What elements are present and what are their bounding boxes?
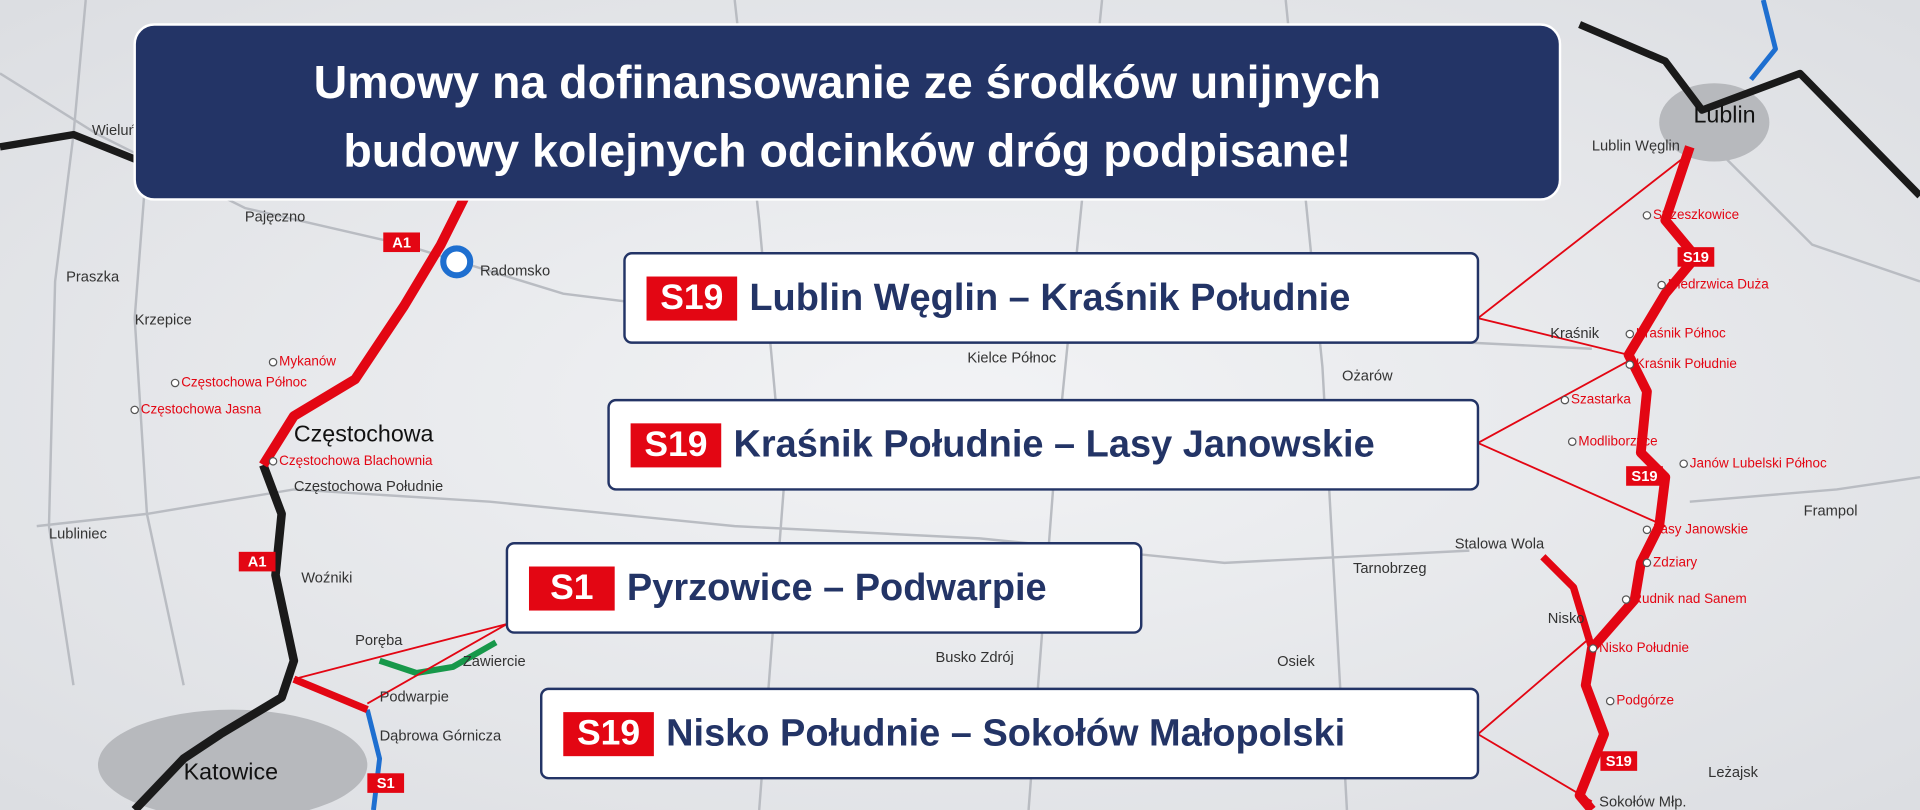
- node: [1625, 360, 1635, 369]
- node-label: Zdziary: [1653, 554, 1697, 569]
- place-label: Dąbrowa Górnicza: [380, 728, 502, 744]
- road-badge: [563, 712, 654, 757]
- node-label: Lasy Janowskie: [1653, 521, 1748, 536]
- place-label: Osiek: [1277, 654, 1315, 670]
- node: [1642, 558, 1652, 568]
- node-label: Częstochowa Północ: [181, 375, 307, 390]
- place-label: Lublin Węglin: [1592, 139, 1680, 155]
- road-shield-label: S1: [377, 776, 395, 792]
- road-shield: [367, 773, 405, 793]
- city-label: Częstochowa: [294, 421, 434, 447]
- road-badge-label: S19: [644, 424, 707, 464]
- road-shield-label: A1: [248, 555, 267, 571]
- node-label: Szastarka: [1571, 392, 1631, 407]
- node-label: Rudnik nad Sanem: [1632, 591, 1746, 606]
- header-title: Umowy na dofinansowanie ze środków unijn…: [314, 56, 1381, 108]
- header-banner: [133, 23, 1562, 201]
- city-area: [97, 709, 368, 810]
- section-box: [540, 687, 1480, 780]
- place-label: Wieluń: [92, 123, 137, 139]
- node: [1657, 280, 1666, 290]
- place-label: Nisko: [1548, 611, 1585, 627]
- place-label: Podwarpie: [380, 689, 449, 705]
- road-shield-label: S19: [1631, 469, 1657, 485]
- place-label: Lubliniec: [49, 527, 107, 543]
- place-label: Frampol: [1804, 503, 1858, 519]
- place-label: Radomsko: [480, 264, 550, 280]
- node: [130, 405, 139, 415]
- node: [268, 457, 278, 466]
- place-label: Częstochowa Południe: [294, 479, 443, 495]
- station-icon: [440, 245, 474, 279]
- place-label: Busko Zdrój: [936, 650, 1014, 666]
- road-badge-label: S1: [550, 567, 593, 607]
- section-label: Kraśnik Południe – Lasy Janowskie: [733, 424, 1374, 466]
- place-label: Ożarów: [1342, 369, 1393, 385]
- section-label: Nisko Południe – Sokołów Małopolski: [666, 712, 1345, 754]
- road-badge: [646, 276, 738, 321]
- node-label: Mykanów: [279, 354, 336, 369]
- node: [1560, 395, 1570, 405]
- node-label: Niedrzwica Duża: [1668, 277, 1769, 292]
- section-label: Pyrzowice – Podwarpie: [627, 567, 1047, 609]
- road-shield-label: S19: [1606, 754, 1632, 770]
- node: [170, 378, 180, 388]
- place-label: Krzepice: [135, 312, 192, 328]
- road-shield: [1677, 247, 1715, 267]
- road-shield: [1626, 466, 1663, 486]
- place-label: Tarnobrzeg: [1353, 561, 1426, 577]
- node-label: Częstochowa Blachownia: [279, 453, 433, 468]
- node-label: Strzeszkowice: [1653, 207, 1739, 222]
- header-title: budowy kolejnych odcinków dróg podpisane…: [343, 124, 1351, 176]
- road-shield-label: S19: [1683, 250, 1709, 266]
- road-badge: [528, 566, 615, 611]
- node-label: Nisko Południe: [1599, 640, 1689, 655]
- node-label: Kraśnik Południe: [1636, 356, 1737, 371]
- node: [1625, 329, 1635, 339]
- place-label: Stalowa Wola: [1455, 536, 1545, 552]
- road-shield: [383, 232, 420, 253]
- place-label: Sokołów Młp.: [1599, 795, 1686, 810]
- place-label: Leżajsk: [1708, 765, 1758, 781]
- node-label: Częstochowa Jasna: [141, 401, 262, 416]
- city-label: Lublin: [1693, 101, 1755, 127]
- node: [1621, 595, 1631, 604]
- place-label: Pajęczno: [245, 210, 305, 226]
- node: [268, 357, 278, 367]
- place-label: Zawiercie: [463, 654, 526, 670]
- road-badge: [630, 423, 722, 468]
- node: [1588, 644, 1598, 653]
- section-box: [623, 252, 1480, 344]
- road-badge-label: S19: [577, 713, 640, 753]
- node-label: Modliborzyce: [1578, 433, 1657, 448]
- road-shield: [1600, 751, 1638, 771]
- place-label: Poręba: [355, 633, 403, 649]
- place-label: Kraśnik: [1550, 326, 1600, 342]
- road-shield-label: A1: [392, 235, 411, 251]
- section-box: [505, 542, 1143, 634]
- node-label: Podgórze: [1616, 693, 1674, 708]
- city-label: Katowice: [184, 758, 278, 784]
- node-label: Kraśnik Północ: [1636, 326, 1726, 341]
- place-label: Praszka: [66, 270, 120, 286]
- city-area: [1659, 83, 1770, 162]
- node: [1567, 437, 1577, 446]
- place-label: Woźniki: [301, 571, 352, 587]
- node-label: Janów Lubelski Północ: [1690, 455, 1827, 470]
- node: [1679, 459, 1688, 469]
- node: [1642, 525, 1652, 535]
- road-badge-label: S19: [660, 277, 723, 317]
- node: [1605, 696, 1615, 706]
- section-box: [607, 398, 1480, 491]
- node: [1642, 211, 1652, 220]
- place-label: Kielce Północ: [967, 350, 1056, 366]
- road-shield: [238, 551, 276, 572]
- section-label: Lublin Węglin – Kraśnik Południe: [749, 277, 1350, 319]
